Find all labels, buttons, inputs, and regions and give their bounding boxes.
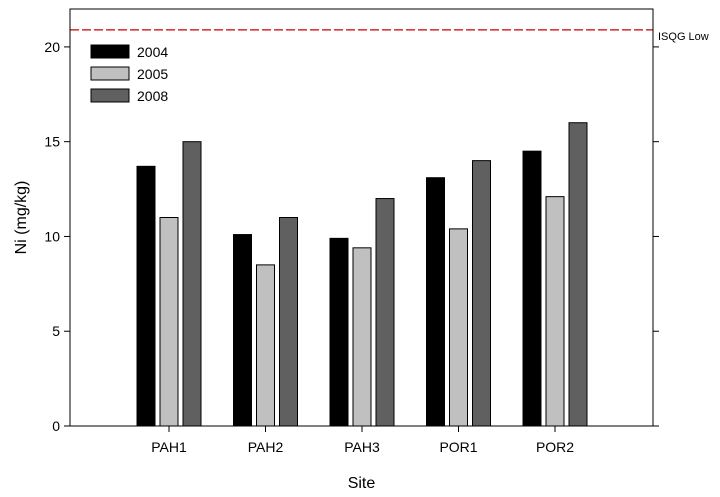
bar-pah3-2004 [329, 237, 349, 427]
x-tick-label: PAH1 [151, 439, 187, 455]
bar-por2-2005 [545, 196, 565, 427]
legend-label-2004: 2004 [137, 44, 168, 60]
bar-pah3-2008 [375, 198, 395, 427]
bars-group [136, 122, 588, 427]
legend-swatch-2005 [90, 66, 130, 81]
bar-pah3-2005 [352, 247, 372, 427]
bar-pah2-2004 [233, 234, 252, 427]
x-axis-title: Site [348, 475, 376, 492]
x-tick-label: PAH3 [344, 439, 380, 455]
x-tick-label: POR2 [536, 439, 574, 455]
x-axis: PAH1 PAH2 PAH3 POR1 POR2 [151, 426, 574, 455]
legend-label-2005: 2005 [137, 66, 168, 82]
bar-pah1-2008 [182, 141, 202, 427]
bar-por1-2004 [426, 177, 445, 427]
legend: 2004 2005 2008 [90, 44, 168, 104]
x-tick-label: PAH2 [248, 439, 284, 455]
y-tick-label: 20 [44, 39, 60, 55]
y-tick-label: 0 [52, 418, 60, 434]
x-tick-label: POR1 [439, 439, 477, 455]
bar-por1-2005 [449, 228, 468, 427]
y-tick-label: 15 [44, 134, 60, 150]
bar-pah1-2004 [136, 165, 156, 427]
legend-label-2008: 2008 [137, 88, 168, 104]
bar-pah2-2005 [256, 264, 275, 427]
bar-por2-2008 [568, 122, 588, 427]
y-axis-title: Ni (mg/kg) [13, 181, 30, 255]
legend-swatch-2004 [90, 44, 130, 59]
bar-por1-2008 [472, 160, 491, 427]
bar-pah1-2005 [159, 217, 179, 427]
bar-por2-2004 [522, 150, 542, 427]
legend-swatch-2008 [90, 88, 130, 103]
y-axis: 0 5 10 15 20 [44, 39, 659, 434]
reference-line-label: ISQG Low [658, 31, 709, 43]
y-tick-label: 5 [52, 323, 60, 339]
y-tick-label: 10 [44, 228, 60, 244]
bar-pah2-2008 [279, 217, 298, 427]
